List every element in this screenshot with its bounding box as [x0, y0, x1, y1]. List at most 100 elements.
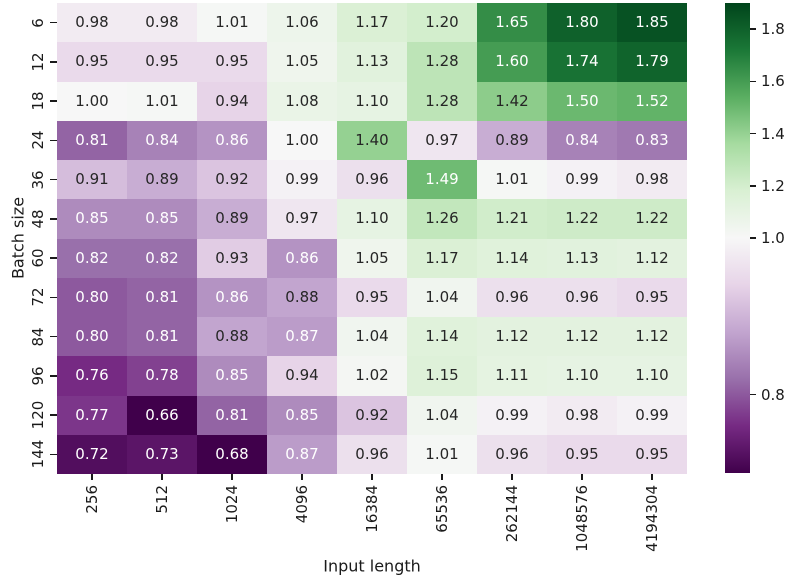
- cell-value: 0.86: [285, 248, 319, 267]
- cell-value: 0.85: [145, 209, 179, 228]
- colorbar-tick-label: 1.4: [761, 124, 785, 143]
- heatmap-cell: 1.04: [407, 395, 477, 435]
- cell-value: 1.12: [635, 327, 669, 346]
- heatmap-cell: 0.95: [197, 42, 267, 82]
- cell-value: 1.13: [355, 52, 389, 71]
- cell-value: 1.50: [565, 91, 599, 110]
- heatmap-cell: 0.98: [57, 3, 127, 43]
- colorbar-tick-mark: [750, 184, 756, 187]
- heatmap-cell: 0.96: [337, 434, 407, 474]
- colorbar-tick-label: 1.6: [761, 72, 785, 91]
- heatmap-cell: 0.82: [57, 238, 127, 278]
- heatmap-cell: 1.74: [547, 42, 617, 82]
- y-tick-mark: [50, 218, 57, 220]
- x-tick-label: 16384: [363, 485, 381, 533]
- colorbar-tick-mark: [750, 28, 756, 30]
- heatmap-cell: 0.84: [127, 120, 197, 160]
- cell-value: 0.95: [635, 287, 669, 306]
- cell-value: 0.82: [145, 248, 179, 267]
- cell-value: 1.28: [425, 91, 459, 110]
- cell-value: 0.94: [285, 366, 319, 385]
- heatmap-cell: 1.02: [337, 356, 407, 396]
- y-tick-mark: [50, 296, 57, 299]
- cell-value: 0.99: [495, 405, 529, 424]
- heatmap-cell: 0.81: [127, 317, 197, 357]
- colorbar-tick-label: 0.8: [761, 385, 785, 404]
- heatmap-cell: 0.99: [477, 395, 547, 435]
- cell-value: 1.01: [495, 170, 529, 189]
- heatmap-cell: 1.52: [617, 81, 687, 121]
- cell-value: 1.04: [425, 405, 459, 424]
- cell-value: 1.17: [355, 13, 389, 32]
- x-tick-mark: [581, 474, 583, 480]
- heatmap-cell: 0.85: [267, 395, 337, 435]
- heatmap-cell: 1.65: [477, 3, 547, 43]
- cell-value: 1.05: [285, 52, 319, 71]
- y-tick-label: 84: [29, 327, 47, 347]
- heatmap-cell: 0.97: [407, 120, 477, 160]
- x-tick-mark: [651, 474, 653, 480]
- heatmap-cell: 1.79: [617, 42, 687, 82]
- heatmap-cell: 1.04: [407, 277, 477, 317]
- colorbar: [725, 3, 750, 473]
- cell-value: 0.80: [75, 287, 109, 306]
- heatmap-cell: 0.89: [127, 160, 197, 200]
- colorbar-tick-mark: [750, 132, 756, 135]
- heatmap-cell: 0.89: [197, 199, 267, 239]
- heatmap-cell: 1.05: [337, 238, 407, 278]
- heatmap-cell: 0.85: [57, 199, 127, 239]
- heatmap-cell: 0.96: [547, 277, 617, 317]
- cell-value: 1.14: [425, 327, 459, 346]
- cell-value: 0.81: [75, 130, 109, 149]
- cell-value: 1.00: [75, 91, 109, 110]
- heatmap-cell: 1.20: [407, 3, 477, 43]
- heatmap-cell: 0.95: [127, 42, 197, 82]
- cell-value: 1.10: [355, 91, 389, 110]
- heatmap-cell: 1.10: [337, 81, 407, 121]
- heatmap-cell: 0.89: [477, 120, 547, 160]
- cell-value: 0.77: [75, 405, 109, 424]
- cell-value: 0.88: [285, 287, 319, 306]
- cell-value: 1.80: [565, 13, 599, 32]
- heatmap-cell: 1.10: [337, 199, 407, 239]
- cell-value: 0.96: [355, 170, 389, 189]
- y-tick-label: 24: [29, 130, 47, 150]
- heatmap-cell: 1.15: [407, 356, 477, 396]
- x-tick-label: 1024: [223, 485, 241, 524]
- cell-value: 1.12: [495, 327, 529, 346]
- cell-value: 1.05: [355, 248, 389, 267]
- cell-value: 0.86: [215, 287, 249, 306]
- heatmap-cell: 1.60: [477, 42, 547, 82]
- y-tick-mark: [50, 375, 57, 377]
- cell-value: 0.95: [215, 52, 249, 71]
- cell-value: 0.84: [565, 130, 599, 149]
- x-tick-mark: [231, 474, 233, 480]
- cell-value: 0.93: [215, 248, 249, 267]
- heatmap-cell: 0.98: [127, 3, 197, 43]
- cell-value: 0.85: [75, 209, 109, 228]
- x-tick-mark: [301, 474, 303, 480]
- heatmap-cell: 0.72: [57, 434, 127, 474]
- y-tick-mark: [50, 257, 57, 259]
- cell-value: 1.52: [635, 91, 669, 110]
- heatmap-cell: 1.05: [267, 42, 337, 82]
- y-tick-label: 72: [29, 287, 47, 307]
- heatmap-cell: 0.81: [57, 120, 127, 160]
- y-tick-label: 120: [29, 400, 47, 430]
- cell-value: 0.98: [75, 13, 109, 32]
- heatmap-cell: 1.22: [617, 199, 687, 239]
- heatmap-cell: 1.04: [337, 317, 407, 357]
- heatmap-cell: 1.01: [127, 81, 197, 121]
- heatmap-cell: 1.80: [547, 3, 617, 43]
- cell-value: 1.40: [355, 130, 389, 149]
- heatmap-cell: 0.83: [617, 120, 687, 160]
- heatmap-cell: 0.68: [197, 434, 267, 474]
- heatmap-cell: 1.00: [57, 81, 127, 121]
- heatmap-cell: 0.87: [267, 317, 337, 357]
- cell-value: 0.86: [215, 130, 249, 149]
- cell-value: 0.85: [285, 405, 319, 424]
- x-tick-label: 65536: [433, 485, 451, 533]
- cell-value: 0.81: [215, 405, 249, 424]
- cell-value: 1.79: [635, 52, 669, 71]
